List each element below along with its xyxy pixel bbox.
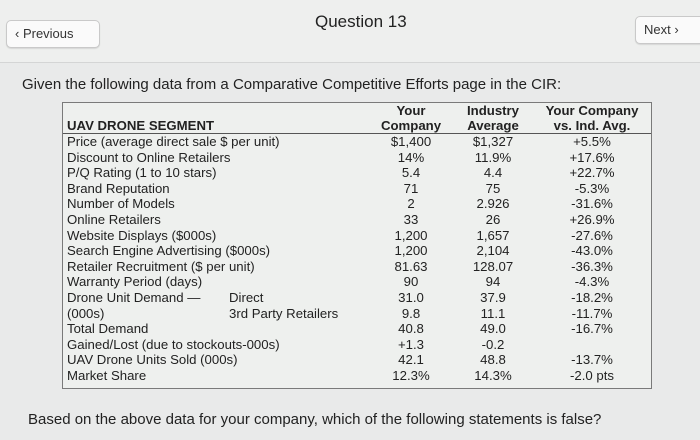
vs-industry-value: -5.3%: [574, 180, 610, 196]
row-label: Gained/Lost (due to stockouts-000s): [67, 336, 280, 352]
vs-industry-value: -43.0%: [571, 243, 613, 259]
row-label: Price (average direct sale $ per unit): [67, 134, 280, 149]
row-label: UAV Drone Units Sold (000s): [67, 352, 238, 368]
table-row: Search Engine Advertising ($000s) 1,200 2,…: [63, 243, 651, 259]
row-label: Search Engine Advertising ($000s): [67, 243, 271, 259]
table-row: Drone Unit Demand — Direct 31.0 37.9 -18.2%: [63, 290, 651, 306]
your-company-value: 42.1: [398, 352, 424, 368]
your-company-header: Your Company: [380, 103, 442, 133]
vs-industry-header: Your Company vs. Ind. Avg.: [545, 103, 639, 133]
row-label: Warranty Period (days): [67, 274, 203, 290]
table-row: Discount to Online Retailers 14% 11.9% +17.…: [63, 150, 651, 166]
industry-average-value: 49.0: [480, 321, 506, 337]
table-row: Warranty Period (days) 90 94 -4.3%: [63, 274, 651, 290]
vs-industry-value: [533, 337, 651, 353]
table-header-row: UAV DRONE SEGMENT Your Company Industry Av…: [63, 103, 651, 134]
row-label: Total Demand: [67, 321, 149, 337]
your-company-value: +1.3: [397, 336, 425, 352]
row-label: P/Q Rating (1 to 10 stars): [67, 165, 217, 181]
your-company-value: 81.63: [394, 258, 428, 274]
previous-button[interactable]: ‹ Previous: [6, 20, 100, 48]
vs-industry-value: -13.7%: [571, 352, 613, 368]
table-row: Online Retailers 33 26 +26.9%: [63, 212, 651, 228]
industry-average-value: 94: [485, 274, 501, 290]
next-button[interactable]: Next ›: [635, 16, 700, 44]
industry-average-value: 37.9: [480, 289, 506, 305]
vs-industry-value: +22.7%: [569, 165, 615, 181]
industry-average-value: 75: [485, 180, 501, 196]
vs-industry-value: -27.6%: [571, 227, 613, 243]
industry-average-value: 26: [485, 211, 501, 227]
your-company-value: 71: [403, 180, 419, 196]
your-company-value: 90: [403, 274, 419, 290]
industry-average-value: 14.3%: [474, 367, 512, 383]
industry-average-value: 2,104: [476, 243, 510, 259]
table-row: Brand Reputation 71 75 -5.3%: [63, 181, 651, 197]
vs-industry-value: -18.2%: [571, 289, 613, 305]
industry-average-value: 1,657: [476, 227, 510, 243]
table-row: (000s) 3rd Party Retailers 9.8 11.1 -11.7%: [63, 306, 651, 322]
table-row: Number of Models 2 2.926 -31.6%: [63, 196, 651, 212]
intro-text: Given the following data from a Comparat…: [22, 76, 562, 93]
segment-header: UAV DRONE SEGMENT: [67, 118, 215, 133]
row-label: Discount to Online Retailers: [67, 149, 231, 165]
your-company-value: $1,400: [390, 134, 432, 149]
your-company-value: 31.0: [398, 289, 424, 305]
industry-average-value: 128.07: [472, 258, 514, 274]
industry-average-value: 2.926: [476, 196, 510, 212]
question-text: Based on the above data for your company…: [28, 411, 602, 428]
your-company-value: 2: [407, 196, 415, 212]
table-row: Market Share 12.3% 14.3% -2.0 pts: [63, 368, 651, 384]
page-title: Question 13: [315, 12, 407, 31]
row-label: Drone Unit Demand — Direct: [67, 289, 264, 305]
your-company-value: 40.8: [398, 321, 424, 337]
industry-average-value: -0.2: [481, 336, 505, 352]
vs-industry-value: -2.0 pts: [570, 367, 614, 383]
industry-average-value: 4.4: [483, 165, 503, 181]
industry-average-header: Industry Average: [466, 103, 520, 133]
vs-industry-value: -4.3%: [574, 274, 610, 290]
table-row: P/Q Rating (1 to 10 stars) 5.4 4.4 +22.7%: [63, 165, 651, 181]
row-sublabel: Direct: [229, 289, 264, 305]
table-row: Price (average direct sale $ per unit) $1…: [63, 134, 651, 150]
question-header: ‹ Previous Question 13 Next ›: [0, 0, 700, 63]
row-label: (000s) 3rd Party Retailers: [67, 305, 339, 321]
row-label: Number of Models: [67, 196, 175, 212]
table-row: Website Displays ($000s) 1,200 1,657 -27.6%: [63, 228, 651, 244]
your-company-value: 1,200: [394, 227, 428, 243]
vs-industry-value: -36.3%: [571, 258, 613, 274]
vs-industry-value: -16.7%: [571, 321, 613, 337]
industry-average-value: 48.8: [480, 352, 506, 368]
vs-industry-value: +5.5%: [573, 134, 611, 149]
row-label: Brand Reputation: [67, 180, 170, 196]
row-label: Website Displays ($000s): [67, 227, 217, 243]
table-row: Total Demand 40.8 49.0 -16.7%: [63, 321, 651, 337]
table-row: Gained/Lost (due to stockouts-000s) +1.3 -…: [63, 337, 651, 353]
vs-industry-value: +26.9%: [569, 211, 615, 227]
table-row: UAV Drone Units Sold (000s) 42.1 48.8 -13.7…: [63, 352, 651, 368]
industry-average-value: $1,327: [472, 134, 514, 149]
row-label: Retailer Recruitment ($ per unit): [67, 258, 255, 274]
row-sublabel: 3rd Party Retailers: [229, 305, 339, 321]
industry-average-value: 11.9%: [474, 149, 512, 165]
your-company-value: 1,200: [394, 243, 428, 259]
row-label: Online Retailers: [67, 211, 161, 227]
your-company-value: 9.8: [401, 305, 421, 321]
your-company-value: 5.4: [401, 165, 421, 181]
vs-industry-value: -31.6%: [571, 196, 613, 212]
row-label: Market Share: [67, 367, 147, 383]
table-row: Retailer Recruitment ($ per unit) 81.63 12…: [63, 259, 651, 275]
your-company-value: 12.3%: [392, 367, 430, 383]
vs-industry-value: +17.6%: [569, 149, 615, 165]
vs-industry-value: -11.7%: [571, 305, 613, 321]
your-company-value: 14%: [397, 149, 425, 165]
industry-average-value: 11.1: [480, 305, 506, 321]
cir-data-table: UAV DRONE SEGMENT Your Company Industry Av…: [62, 102, 652, 389]
your-company-value: 33: [403, 211, 419, 227]
